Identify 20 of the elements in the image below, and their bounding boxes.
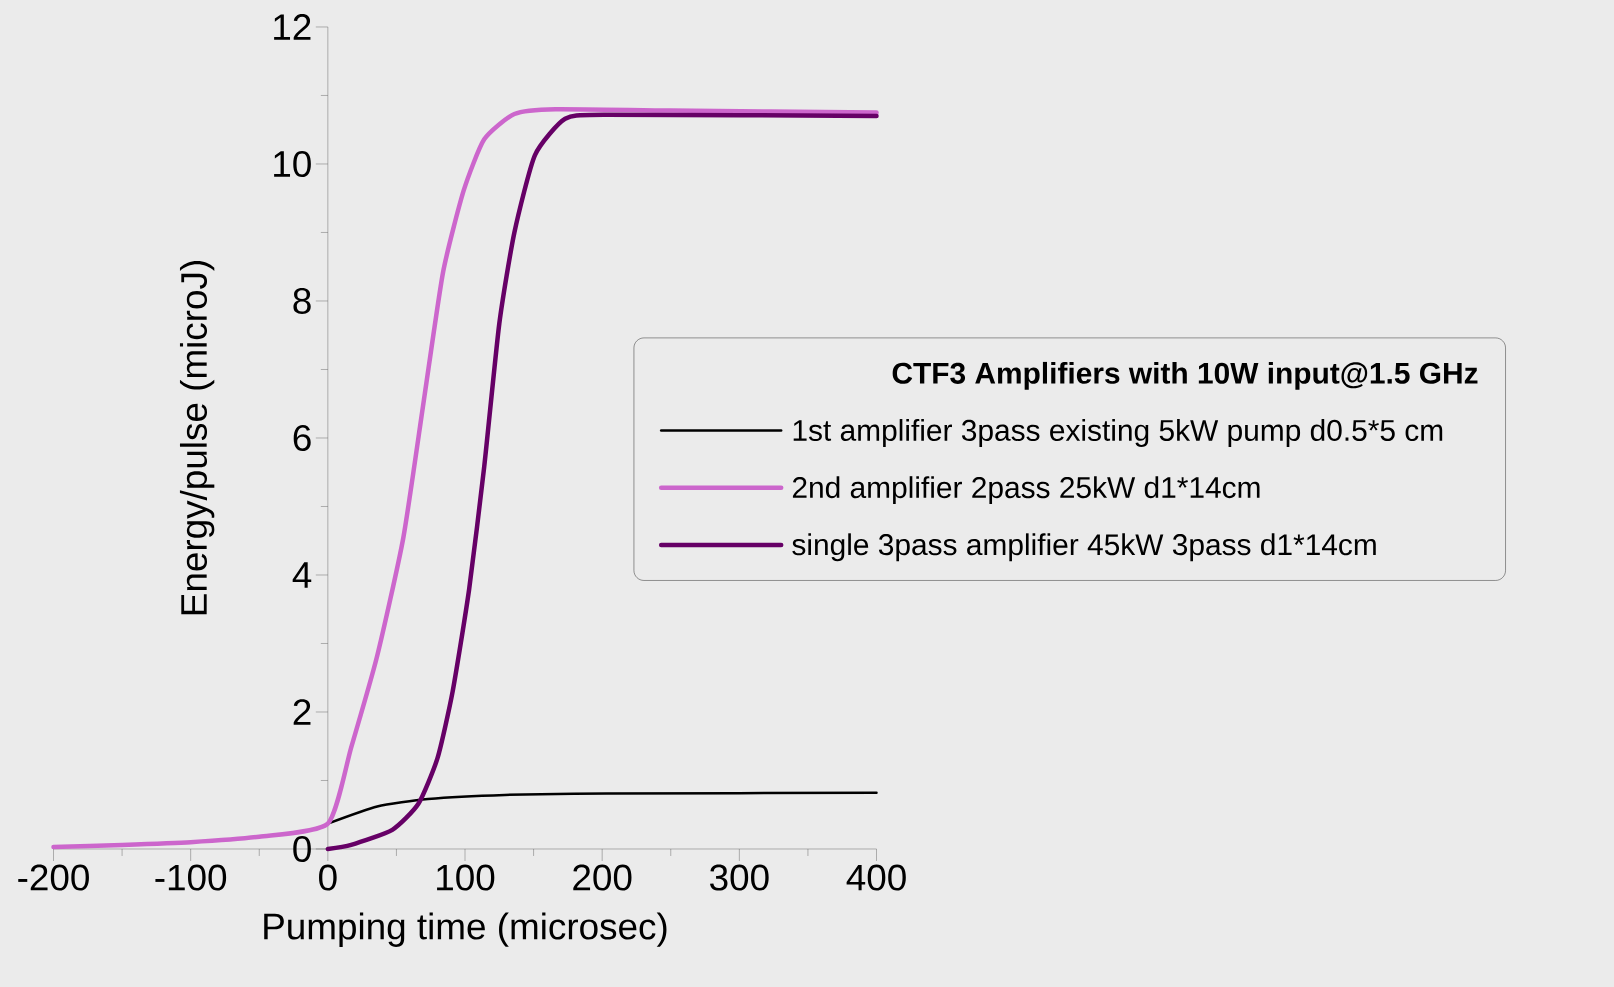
y-tick-label: 0 [293, 835, 311, 863]
y-tick-label: 4 [292, 562, 312, 588]
x-tick-label: 0 [319, 864, 337, 891]
y-tick-label: 8 [293, 287, 311, 315]
legend-title: CTF3 Amplifiers with 10W input@1.5 GHz [892, 361, 1478, 390]
legend-label: 2nd amplifier 2pass 25kW d1*14cm [792, 476, 1260, 505]
x-tick-label: 300 [710, 864, 769, 891]
legend-label: 1st amplifier 3pass existing 5kW pump d0.5*5 cm [793, 419, 1443, 447]
x-tick-label: 400 [846, 864, 906, 891]
x-tick-label: -100 [155, 864, 227, 891]
x-tick-label: -200 [18, 864, 89, 891]
x-axis-title: Pumping time (microsec) [264, 912, 667, 947]
y-tick-label: 10 [274, 150, 311, 178]
x-tick-label: 200 [573, 864, 632, 891]
y-axis-title: Energy/pulse (microJ) [179, 261, 215, 615]
y-tick-label: 2 [293, 699, 311, 725]
y-tick-label: 6 [293, 424, 311, 452]
y-tick-label: 12 [274, 14, 311, 40]
legend-label: single 3pass amplifier 45kW 3pass d1*14cm [792, 533, 1376, 562]
x-tick-label: 100 [437, 864, 495, 891]
